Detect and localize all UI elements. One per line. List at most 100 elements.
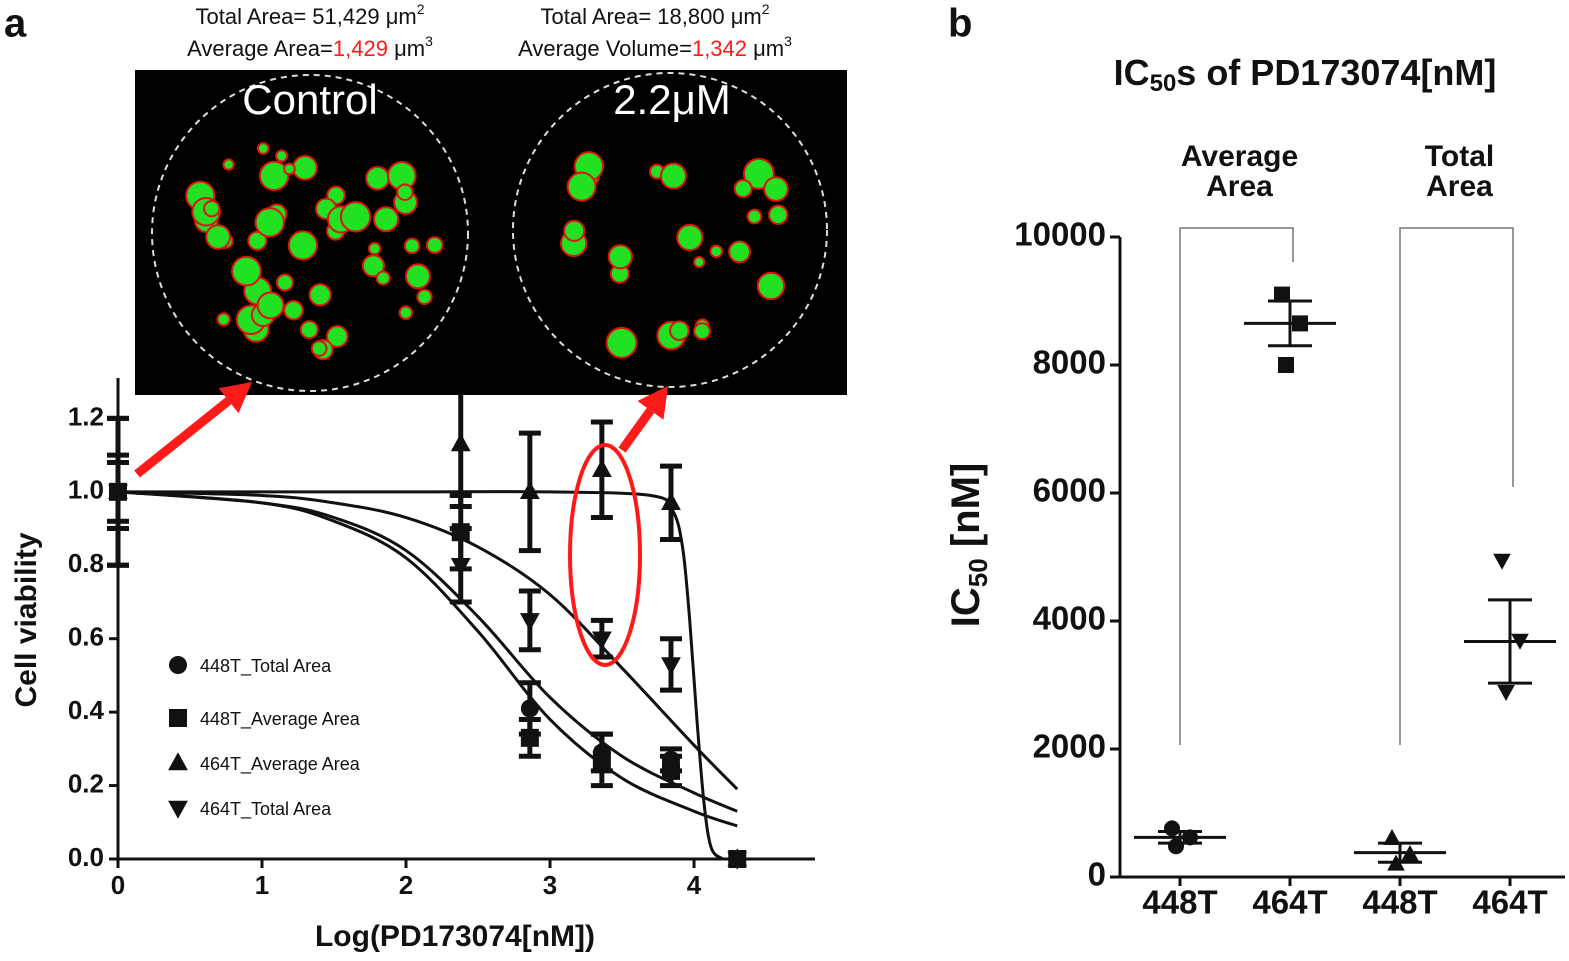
spheroid (733, 179, 753, 199)
spheroid (676, 223, 704, 252)
fit-curve (117, 490, 739, 791)
legend-marker (168, 752, 188, 771)
data-point (450, 558, 471, 577)
spheroid (222, 158, 235, 171)
caption-sup: 3 (425, 33, 433, 49)
spheroid (563, 219, 586, 242)
spheroid (403, 237, 421, 255)
y-tick-label: 0.8 (68, 548, 104, 578)
spheroid (256, 291, 285, 320)
data-point (520, 728, 539, 747)
error-bar (1268, 299, 1312, 348)
well-outline (151, 74, 469, 392)
x-tick-label: 2 (399, 870, 413, 900)
data-point (1383, 829, 1401, 845)
spheroid (416, 288, 433, 306)
x-tick-label: 448T (1362, 884, 1437, 921)
spheroid (247, 230, 268, 251)
spheroid (605, 326, 638, 359)
spheroid (287, 230, 319, 261)
title-text: s of PD173074[nM] (1176, 52, 1496, 93)
data-point (592, 750, 611, 769)
legend-label: 448T_Total Area (200, 656, 332, 677)
data-point (519, 481, 540, 500)
legend-marker (169, 709, 187, 727)
inset-caption: Total Area= 18,800 μm2 (541, 1, 770, 29)
y-tick-label: 4000 (1033, 600, 1106, 637)
ylabel-text: IC (944, 587, 988, 627)
group-label: Total (1425, 140, 1494, 173)
caption-text: Total Area= 18,800 μm (541, 4, 762, 29)
legend-label: 464T_Average Area (200, 754, 361, 775)
group-label: Average (1181, 140, 1298, 173)
ylabel-sub: 50 (963, 558, 993, 587)
caption-text: Average Volume= (518, 36, 692, 61)
spheroid (203, 200, 221, 218)
spheroid (566, 171, 597, 202)
legend-marker (169, 656, 187, 674)
inset-caption: Total Area= 51,429 μm2 (196, 1, 425, 29)
panel-label: a (4, 2, 27, 46)
spheroid (258, 160, 290, 192)
inset-caption: Average Volume=1,342 μm3 (518, 33, 792, 61)
x-tick-label: 464T (1252, 884, 1327, 921)
x-tick-label: 464T (1472, 884, 1547, 921)
x-tick-label: 3 (543, 870, 557, 900)
data-point (1274, 286, 1290, 303)
x-tick-label: 448T (1142, 884, 1217, 921)
data-point (108, 484, 128, 503)
spheroid (607, 244, 633, 270)
ylabel-text: [nM] (944, 463, 988, 559)
x-tick-label: 1 (255, 870, 269, 900)
data-point (661, 657, 681, 676)
spheroid (425, 236, 444, 254)
spheroid (669, 320, 690, 341)
error-bar (1378, 841, 1422, 864)
spheroid (325, 325, 349, 348)
caption-text: μm (388, 36, 425, 61)
spheroid (231, 255, 262, 287)
caption-text: Average Area= (187, 36, 333, 61)
spheroid (365, 165, 390, 191)
fit-curve (117, 490, 738, 813)
spheroid (768, 204, 789, 226)
well-outline (512, 72, 828, 388)
data-point (1278, 357, 1294, 373)
title-sub: 50 (1150, 70, 1177, 97)
inset-label: Control (242, 76, 377, 123)
spheroid (728, 240, 751, 264)
inset-label: 2.2μM (613, 76, 731, 123)
spheroid (283, 162, 296, 176)
chart-title: IC50s of PD173074[nM] (1114, 52, 1497, 98)
caption-text: Total Area= 51,429 μm (196, 4, 417, 29)
legend-label: 448T_Average Area (200, 709, 361, 730)
legend-marker (168, 800, 188, 819)
y-tick-label: 1.2 (68, 401, 104, 431)
y-tick-label: 1.0 (68, 475, 104, 505)
spheroid (339, 201, 372, 233)
y-tick-label: 0.2 (68, 768, 104, 798)
spheroid (254, 207, 285, 238)
spheroid (292, 154, 318, 181)
data-point (519, 613, 540, 632)
spheroid (375, 270, 391, 286)
data-point (661, 492, 681, 511)
bracket (1179, 227, 1294, 745)
data-point (661, 761, 680, 780)
spheroid (205, 224, 231, 250)
spheroid (275, 273, 294, 292)
data-point (1497, 685, 1515, 701)
y-axis-label: Cell viability (10, 532, 43, 707)
caption-sup: 2 (417, 1, 425, 17)
panel-label: b (948, 2, 972, 46)
bracket (1399, 227, 1514, 745)
data-point (727, 851, 748, 870)
spheroid (308, 283, 332, 307)
spheroid (756, 271, 786, 301)
group-label: Area (1426, 170, 1493, 203)
data-point (591, 631, 612, 650)
y-tick-label: 0.6 (68, 622, 104, 652)
caption-sup: 2 (762, 1, 770, 17)
spheroid (283, 299, 304, 321)
